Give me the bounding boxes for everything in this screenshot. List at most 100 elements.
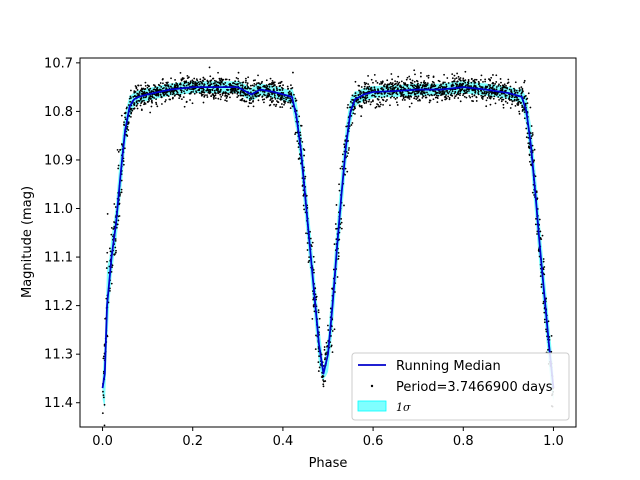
data-point [106,335,109,338]
running-median-line-group [101,86,555,389]
data-point [492,97,495,100]
data-point [374,92,377,95]
data-point [459,100,462,103]
data-point [408,105,411,108]
data-point [416,96,419,99]
data-point [209,80,212,83]
data-point [453,80,456,82]
data-point [442,93,444,96]
data-point [396,104,399,106]
data-point [265,96,268,99]
data-point [272,82,275,85]
data-point [438,80,441,83]
data-point [247,76,250,79]
data-point [287,91,290,94]
data-point [421,93,424,96]
data-point [149,111,152,114]
data-point [290,84,292,87]
data-point [209,83,212,86]
data-point [469,96,472,99]
data-point [309,230,311,233]
data-point [273,81,276,84]
data-point [244,86,246,89]
data-point [343,143,346,146]
data-point [417,99,419,102]
data-point [277,82,280,85]
data-point [402,81,405,84]
data-point [135,105,138,107]
data-point [283,103,285,106]
data-point [183,105,186,108]
data-point [436,101,439,103]
data-point [499,78,502,80]
data-point [347,152,350,155]
data-point [416,80,419,83]
data-point [130,112,133,115]
data-point [257,99,260,102]
data-point [383,85,386,88]
data-point [428,101,431,104]
data-point [221,94,224,96]
data-point [259,83,262,86]
data-point [377,92,380,95]
data-point [484,80,487,83]
data-point [504,89,507,92]
data-point [129,95,132,98]
data-point [306,242,309,244]
data-point [189,92,192,95]
data-point [480,94,483,97]
data-point [114,251,117,254]
data-point [280,80,283,83]
data-point [467,78,470,81]
data-point [209,88,212,91]
data-point [234,88,237,91]
data-point [128,97,131,100]
data-point [358,100,360,103]
data-point [133,102,136,105]
data-point [447,82,450,84]
data-point [296,140,299,143]
data-point [208,92,211,95]
data-point [301,184,304,187]
data-point [102,355,105,358]
data-point [353,95,356,98]
data-point [338,238,341,241]
data-point [394,98,397,100]
data-point [159,82,162,84]
data-point [284,102,286,104]
data-point [217,92,219,94]
data-point [224,95,227,97]
data-point [150,90,153,93]
data-point [393,96,395,99]
data-point [161,103,163,105]
data-point [148,96,151,99]
data-point [523,97,525,100]
data-point [209,84,211,87]
data-point [431,85,434,88]
data-point [514,81,517,84]
data-point [217,97,220,100]
data-point [378,105,381,108]
data-point [489,103,492,106]
data-point [536,233,538,235]
data-point [306,249,309,251]
data-point [505,84,507,87]
data-point [488,95,490,98]
data-point [352,112,355,115]
data-point [437,94,440,97]
data-point [457,75,460,78]
data-point [360,115,363,117]
data-point [543,321,546,324]
data-point [274,97,277,100]
data-point [224,82,227,84]
data-point [235,90,238,93]
data-point [416,84,419,87]
data-point [277,95,280,98]
data-point [303,208,306,211]
data-point [163,87,165,89]
data-point [502,106,505,109]
data-point [122,160,125,162]
data-point [253,82,256,85]
data-point [383,96,386,98]
data-point [381,93,383,95]
